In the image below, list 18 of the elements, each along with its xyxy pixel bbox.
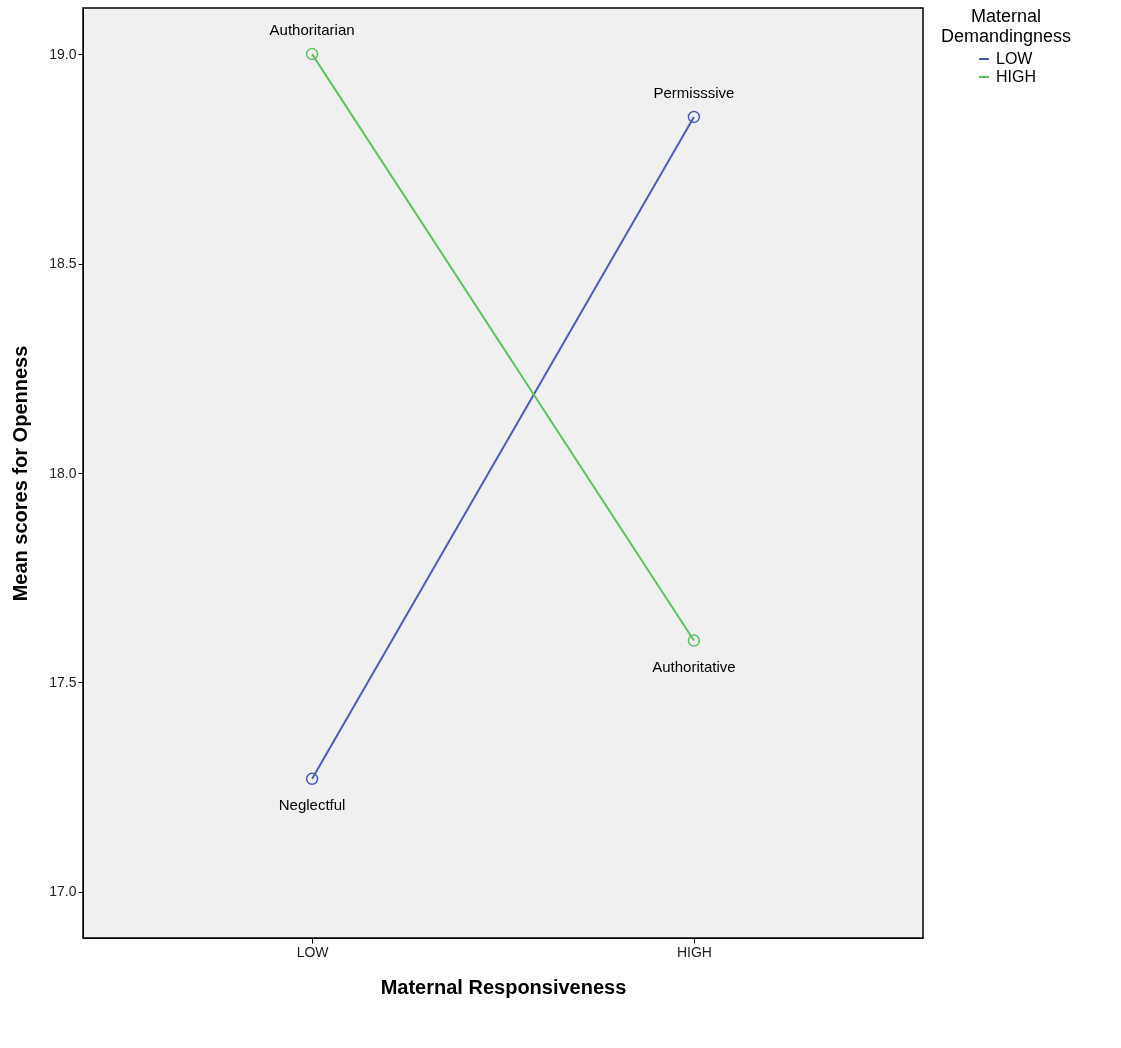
y-tick-label: 19.0 [49,45,77,62]
point [305,47,319,61]
x-axis-title: Maternal Responsiveness [380,975,627,998]
annotation: Permisssive [653,83,735,101]
annotation: Authoritarian [269,21,355,39]
point [687,110,701,124]
point [305,772,319,786]
y-tick-label: 17.5 [49,673,77,690]
y-tick-label: 18.5 [49,255,77,272]
y-tick-label: 17.0 [49,883,77,900]
legend-label: LOW [996,50,1034,67]
legend-title: Maternal Demandingness [940,6,1072,46]
annotation: Authoritative [652,657,736,675]
y-axis-title: Mean scores for Openness [9,345,32,602]
legend-label: HIGH [996,68,1036,85]
y-tick-label: 18.0 [49,464,77,481]
annotation: Neglectful [278,795,346,813]
point [687,634,701,647]
